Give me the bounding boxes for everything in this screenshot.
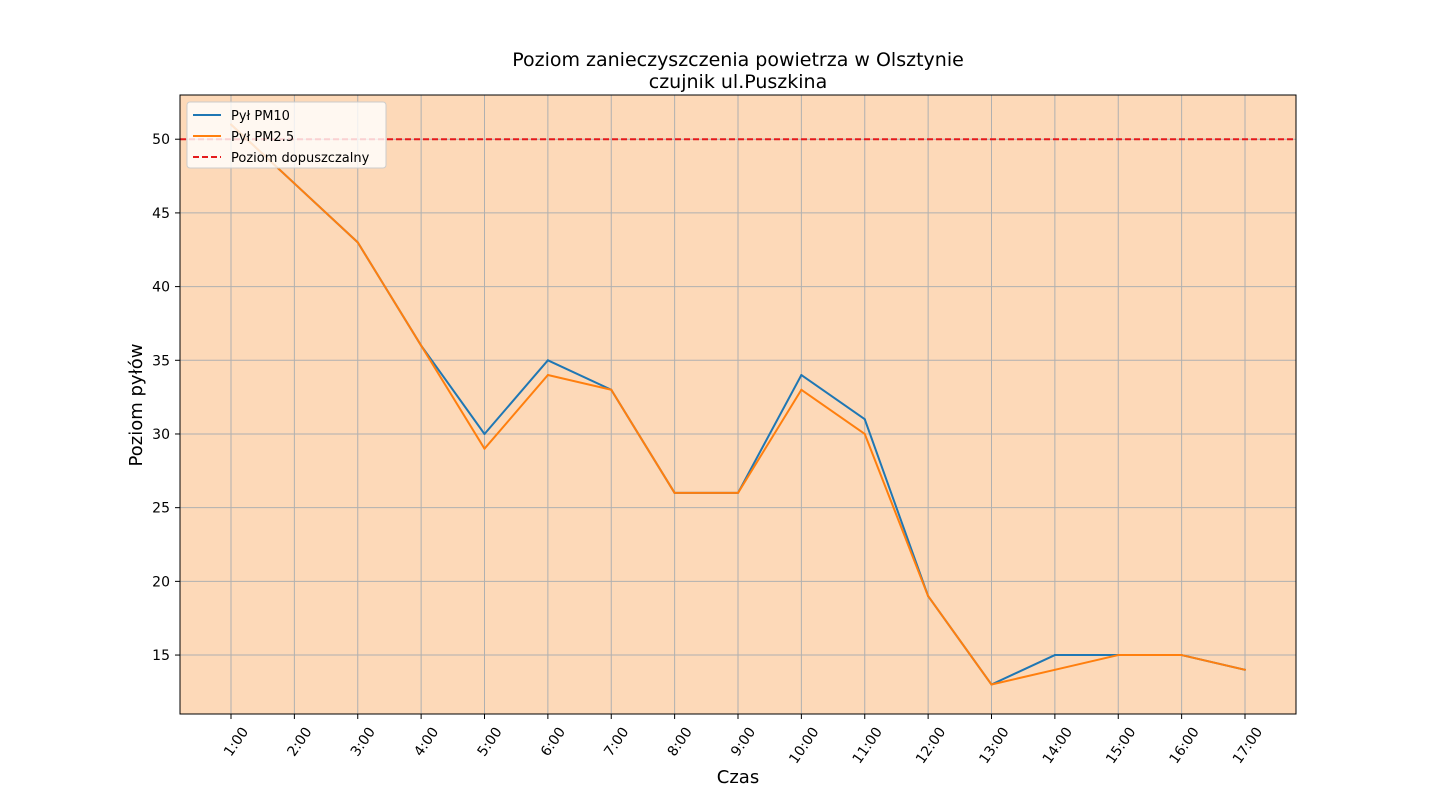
data-point-pm25 [483, 447, 486, 450]
x-tick-label: 17:00 [1230, 725, 1266, 767]
y-tick-label: 45 [152, 206, 170, 222]
data-point-pm25 [546, 374, 549, 377]
y-tick-label: 30 [152, 427, 170, 443]
x-tick-label: 7:00 [601, 725, 632, 760]
data-point-pm25 [610, 388, 613, 391]
chart-subtitle: czujnik ul.Puszkina [649, 71, 827, 93]
x-tick-label: 16:00 [1167, 725, 1203, 767]
y-tick-label: 50 [152, 132, 170, 148]
x-tick-label: 5:00 [474, 725, 505, 760]
x-tick-label: 3:00 [348, 725, 379, 760]
y-tick-label: 40 [152, 280, 170, 296]
data-point-pm25 [863, 432, 866, 435]
chart-title: Poziom zanieczyszczenia powietrza w Olsz… [512, 49, 964, 71]
data-point-pm10 [546, 359, 549, 362]
x-tick-label: 2:00 [284, 725, 315, 760]
x-tick-label: 14:00 [1040, 725, 1076, 767]
x-tick-label: 12:00 [913, 725, 949, 767]
data-point-pm25 [1244, 668, 1246, 671]
legend-label-pm10: Pył PM10 [231, 109, 290, 124]
data-point-pm25 [927, 595, 930, 598]
y-tick-label: 35 [152, 353, 170, 369]
data-point-pm25 [1180, 654, 1183, 657]
x-tick-label: 4:00 [411, 725, 442, 760]
data-point-pm25 [293, 182, 296, 185]
legend-label-limit: Poziom dopuszczalny [231, 151, 370, 166]
x-tick-label: 1:00 [221, 725, 252, 760]
x-tick-label: 13:00 [976, 725, 1012, 767]
data-point-pm25 [1053, 668, 1056, 671]
legend-label-pm25: Pył PM2.5 [231, 130, 294, 145]
data-point-pm25 [420, 344, 423, 347]
y-tick-label: 20 [152, 574, 170, 590]
legend: Pył PM10 Pył PM2.5 Poziom dopuszczalny [186, 101, 387, 169]
x-tick-label: 6:00 [538, 725, 569, 760]
data-point-pm25 [737, 491, 739, 494]
data-point-pm25 [356, 241, 359, 244]
data-point-pm25 [1117, 654, 1120, 657]
data-point-pm25 [673, 491, 676, 494]
data-point-pm25 [800, 388, 803, 391]
x-tick-label: 8:00 [665, 725, 696, 760]
x-tick-label: 11:00 [850, 725, 886, 767]
x-axis-label: Czas [717, 767, 759, 788]
y-tick-label: 15 [152, 648, 170, 664]
data-point-pm10 [863, 418, 866, 421]
data-point-pm25 [990, 683, 993, 686]
data-point-pm10 [483, 432, 486, 435]
grid [180, 95, 1296, 714]
y-tick-label: 25 [152, 501, 170, 517]
x-tick-label: 9:00 [728, 725, 759, 760]
data-point-pm10 [1053, 654, 1056, 657]
x-tick-label: 10:00 [786, 725, 822, 767]
y-axis-label: Poziom pyłów [126, 344, 147, 467]
data-point-pm10 [800, 374, 803, 377]
x-tick-label: 15:00 [1103, 725, 1139, 767]
legend-box [186, 101, 387, 169]
